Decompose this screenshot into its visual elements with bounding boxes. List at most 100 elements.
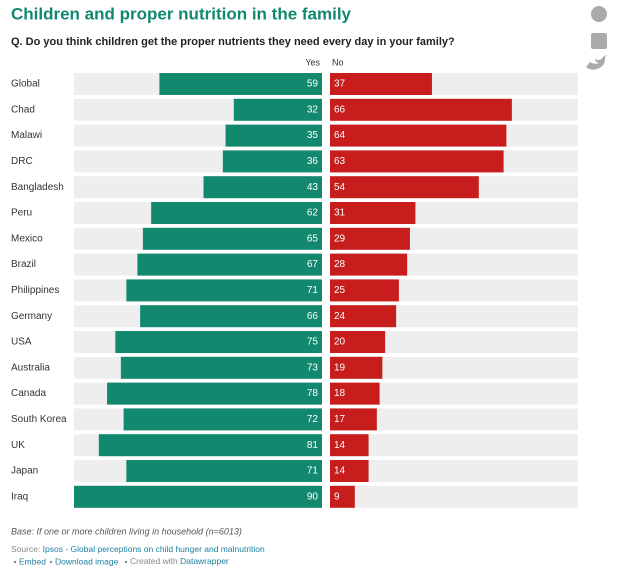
value-label: 25 [334,285,346,296]
value-label: 71 [307,285,319,296]
bar [225,124,322,147]
download-link[interactable]: Download image [55,556,119,566]
value-label: 66 [307,311,319,322]
bar [123,408,322,431]
category-label: Japan [11,466,38,477]
bar [107,382,322,405]
bar [159,73,322,95]
value-label: 20 [334,337,346,348]
chart-subtitle: Q. Do you think children get the proper … [11,36,455,48]
value-label: 43 [307,182,319,193]
bar [330,202,416,224]
value-label: 64 [334,130,346,141]
bar [233,98,322,121]
note: Base: If one or more children living in … [11,526,242,536]
value-label: 31 [334,208,346,219]
bar [120,356,322,379]
separator [124,560,128,564]
bar [151,202,322,224]
credit: Created with Datawrapper [130,556,229,566]
bar [330,227,410,250]
value-label: 90 [307,491,319,502]
value-label: 75 [307,337,319,348]
value-label: 62 [307,208,319,219]
bar [140,305,322,328]
row-background [330,408,578,431]
bar [330,382,380,405]
value-label: 14 [334,440,346,451]
chart-title: Children and proper nutrition in the fam… [11,4,352,23]
category-label: Chad [11,104,35,115]
value-label: 72 [307,414,319,425]
category-label: Germany [11,311,52,322]
category-label: UK [11,440,25,451]
source-label: Source: [11,544,40,554]
row-background [330,434,578,457]
category-label: Bangladesh [11,182,64,193]
bar [330,150,504,173]
bar [330,124,507,147]
bar [137,253,322,276]
category-label: Global [11,79,40,90]
legend-entry: Yes [305,57,320,67]
credit-link[interactable]: Datawrapper [180,556,229,566]
value-label: 19 [334,362,346,373]
source: Source: Ipsos - Global perceptions on ch… [11,544,265,554]
category-label: Australia [11,362,50,373]
bar [115,331,322,353]
credit-text: Created with [130,556,178,566]
value-label: 54 [334,182,346,193]
category-label: Malawi [11,130,42,141]
bar [330,279,399,302]
bar [330,460,369,482]
value-label: 67 [307,259,319,270]
bar [330,434,369,457]
value-label: 24 [334,311,346,322]
bar [330,253,408,276]
legend-entry: No [332,57,344,67]
category-label: USA [11,337,32,348]
bar [330,408,377,431]
row-background [330,460,578,482]
value-label: 73 [307,362,319,373]
twitter-icon[interactable] [586,55,607,70]
category-label: South Korea [11,414,67,425]
bar [330,73,432,95]
value-label: 59 [307,79,319,90]
bar [142,227,322,250]
category-label: Brazil [11,259,36,270]
value-label: 28 [334,259,346,270]
value-label: 81 [307,440,319,451]
value-label: 78 [307,388,319,399]
value-label: 65 [307,233,319,244]
row-background [330,382,578,405]
value-label: 71 [307,466,319,477]
bar [126,279,322,302]
value-label: 32 [307,104,319,115]
bar [330,98,512,121]
bar [98,434,322,457]
value-label: 17 [334,414,346,425]
embed-link[interactable]: Embed [19,556,46,566]
bar [203,176,322,199]
source-link[interactable]: Ipsos - Global perceptions on child hung… [43,544,265,554]
row-background [330,356,578,379]
row-background [330,485,578,508]
value-label: 66 [334,104,346,115]
bar [126,460,322,482]
share-icons [586,6,607,70]
facebook-icon[interactable] [591,6,607,22]
bar [222,150,322,173]
category-label: Philippines [11,285,59,296]
value-label: 35 [307,130,319,141]
bar [330,176,479,199]
value-label: 18 [334,388,346,399]
value-label: 63 [334,156,346,167]
value-label: 36 [307,156,319,167]
bar [330,485,355,508]
category-label: Mexico [11,233,43,244]
linkedin-icon[interactable] [591,33,607,49]
category-label: Iraq [11,491,28,502]
category-label: DRC [11,156,33,167]
bar [74,485,322,508]
